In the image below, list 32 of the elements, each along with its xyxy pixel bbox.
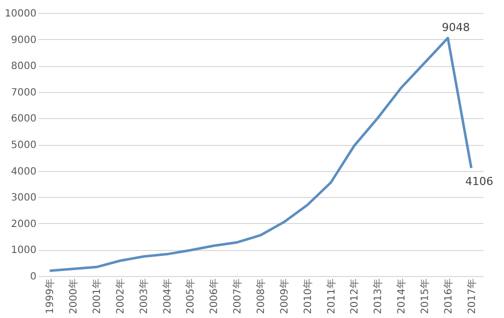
x-tick-label: 2016年: [442, 278, 454, 314]
x-tick-label: 2017年: [466, 278, 478, 314]
x-tick-label: 2002年: [114, 278, 126, 314]
y-tick-label: 4000: [11, 166, 36, 178]
x-tick-label: 2011年: [325, 278, 338, 314]
x-tick-label: 2010年: [302, 278, 314, 314]
x-tick-label: 2007年: [232, 278, 244, 314]
x-tick-label: 1999年: [44, 278, 56, 314]
y-tick-label: 0: [30, 272, 36, 282]
y-tick-label: 7000: [11, 87, 36, 98]
y-tick-label: 1000: [11, 245, 36, 256]
x-tick-label: 2001年: [91, 278, 104, 314]
y-tick-label: 5000: [11, 140, 36, 151]
y-tick-label: 2000: [11, 218, 36, 230]
x-tick-label: 2015年: [418, 278, 431, 314]
x-tick-label: 2005年: [184, 278, 197, 314]
y-tick-label: 9000: [11, 34, 36, 46]
y-tick-label: 8000: [11, 61, 36, 72]
x-tick-label: 2000年: [68, 278, 80, 314]
y-tick-label: 3000: [11, 192, 36, 204]
x-tick-label: 2004年: [161, 278, 174, 314]
data-label: 4106: [465, 175, 494, 188]
x-tick-label: 2003年: [138, 278, 150, 314]
data-label: 9048: [442, 21, 470, 34]
x-tick-label: 2012年: [348, 278, 361, 314]
y-tick-label: 10000: [4, 8, 36, 20]
x-tick-label: 2008年: [255, 278, 267, 314]
x-tick-label: 2014年: [396, 278, 408, 314]
x-tick-label: 2013年: [372, 278, 384, 314]
x-tick-label: 2006年: [208, 278, 220, 314]
x-tick-label: 2009年: [278, 278, 290, 314]
y-tick-label: 6000: [11, 114, 36, 125]
